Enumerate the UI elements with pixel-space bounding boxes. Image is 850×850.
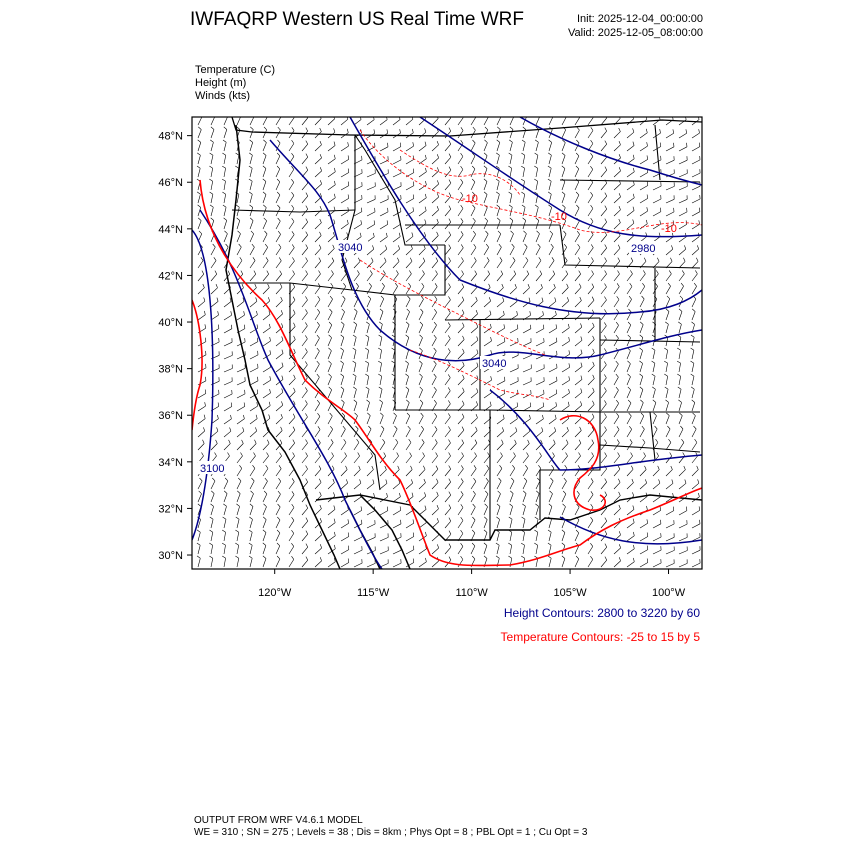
lat-tick-label: 32°N [158, 503, 183, 515]
height-contour-label: 3040 [338, 242, 362, 254]
state-borders [225, 117, 702, 569]
or-ca-nv [226, 282, 353, 291]
contour-labels: 3040 3040 2980 3100 -10 -10 -10 [198, 193, 677, 475]
lat-tick-label: 46°N [158, 177, 183, 189]
lat-tick-label: 40°N [158, 317, 183, 329]
lat-tick-label: 36°N [158, 410, 183, 422]
lon-tick-label: 120°W [258, 587, 292, 599]
wa-or [231, 209, 356, 213]
model-options: WE = 310 ; SN = 275 ; Levels = 38 ; Dis … [194, 827, 588, 838]
height-contours [192, 117, 702, 569]
gulf-coastline [359, 494, 411, 569]
latitude-axis: 30°N 32°N 34°N 36°N 38°N 40°N 42°N 44°N 46°N 48°N [158, 131, 192, 562]
lat-tick-label: 34°N [158, 457, 183, 469]
nv-ut [351, 289, 396, 410]
field-winds: Winds (kts) [195, 90, 250, 102]
lon-tick-label: 115°W [357, 587, 390, 599]
map-frame [191, 116, 703, 570]
field-temperature: Temperature (C) [195, 64, 276, 76]
height-contour-label: 3040 [482, 358, 506, 370]
plot-title: IWFAQRP Western US Real Time WRF [190, 9, 524, 30]
canada-border [231, 117, 702, 137]
lon-tick-label: 100°W [652, 587, 686, 599]
pacific-coastline [225, 124, 341, 569]
sd-ne [559, 224, 701, 269]
lat-tick-label: 30°N [158, 550, 183, 562]
longitude-axis: 120°W 115°W 110°W 105°W 100°W [258, 569, 686, 599]
co-nm [489, 409, 601, 413]
temperature-contour-label: -10 [551, 211, 567, 223]
temperature-contours [192, 129, 702, 567]
ut-wy [395, 245, 446, 296]
init-time: Init: 2025-12-04_00:00:00 [577, 13, 703, 25]
lat-tick-label: 42°N [158, 270, 183, 282]
height-contour-label: 3100 [200, 463, 224, 475]
wind-barbs [196, 117, 701, 568]
valid-time: Valid: 2025-12-05_08:00:00 [568, 27, 703, 39]
field-height: Height (m) [195, 77, 247, 89]
lat-tick-label: 44°N [158, 224, 183, 236]
model-info: OUTPUT FROM WRF V4.6.1 MODEL [194, 815, 363, 826]
temperature-contour-label: -10 [661, 223, 677, 235]
lat-tick-label: 38°N [158, 364, 183, 376]
height-contour-label: 2980 [631, 243, 655, 255]
ca-nv [289, 283, 381, 491]
temperature-contour-label: -10 [462, 193, 478, 205]
lon-tick-label: 110°W [455, 587, 488, 599]
east-lines [649, 124, 661, 461]
lat-tick-label: 48°N [158, 131, 183, 143]
height-contours-legend: Height Contours: 2800 to 3220 by 60 [503, 606, 700, 620]
wind-barb-field [196, 117, 701, 568]
ok-tx [599, 444, 701, 453]
nd-sd [559, 179, 701, 183]
wy-co [444, 317, 601, 321]
temperature-contours-legend: Temperature Contours: -25 to 15 by 5 [500, 630, 700, 644]
lon-tick-label: 105°W [553, 587, 587, 599]
id-west [341, 135, 356, 291]
id-mt [354, 134, 445, 246]
